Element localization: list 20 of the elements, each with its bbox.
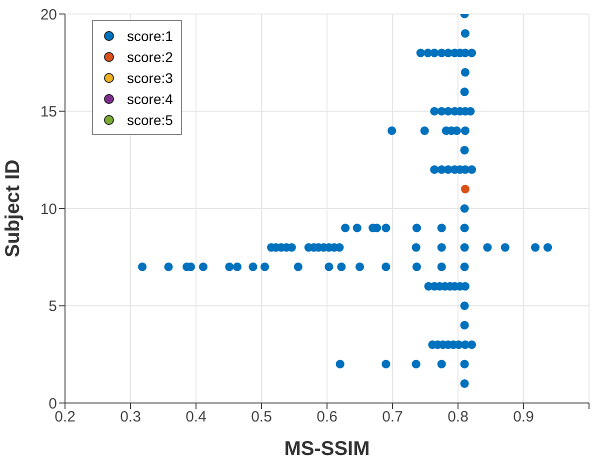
x-tick-label: 0.7 <box>382 408 403 426</box>
legend-label: score:3 <box>127 70 173 86</box>
x-tick-label: 0.8 <box>448 408 468 426</box>
legend-label: score:5 <box>127 112 173 128</box>
x-axis-title: MS-SSIM <box>284 438 370 460</box>
y-tick-label: 15 <box>40 104 57 121</box>
y-tick-label: 10 <box>40 200 57 218</box>
y-tick-label: 0 <box>48 395 57 412</box>
x-tick-label: 0.3 <box>120 408 141 426</box>
y-tick-label: 20 <box>40 6 57 24</box>
x-tick-label: 0.5 <box>251 408 272 426</box>
x-tick-label: 0.9 <box>513 408 534 426</box>
x-tick-label: 0.6 <box>316 408 338 426</box>
legend-label: score:4 <box>127 90 173 106</box>
legend-label: score:1 <box>127 28 173 44</box>
legend-label: score:2 <box>127 48 173 64</box>
y-tick-label: 5 <box>48 298 57 316</box>
x-tick-label: 0.4 <box>186 408 206 426</box>
y-axis-title: Subject ID <box>2 160 24 258</box>
x-tick-label: 0.2 <box>54 408 76 426</box>
